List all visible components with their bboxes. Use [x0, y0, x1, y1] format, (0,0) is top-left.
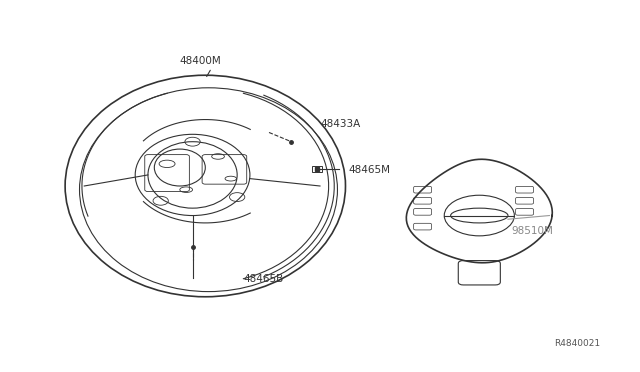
- Text: 48465B: 48465B: [244, 274, 284, 284]
- Text: 98510M: 98510M: [511, 226, 553, 236]
- Text: 48433A: 48433A: [320, 119, 360, 129]
- Text: 48465M: 48465M: [349, 165, 390, 175]
- Text: 48400M: 48400M: [180, 56, 221, 66]
- Bar: [312, 166, 322, 172]
- Text: R4840021: R4840021: [554, 340, 600, 349]
